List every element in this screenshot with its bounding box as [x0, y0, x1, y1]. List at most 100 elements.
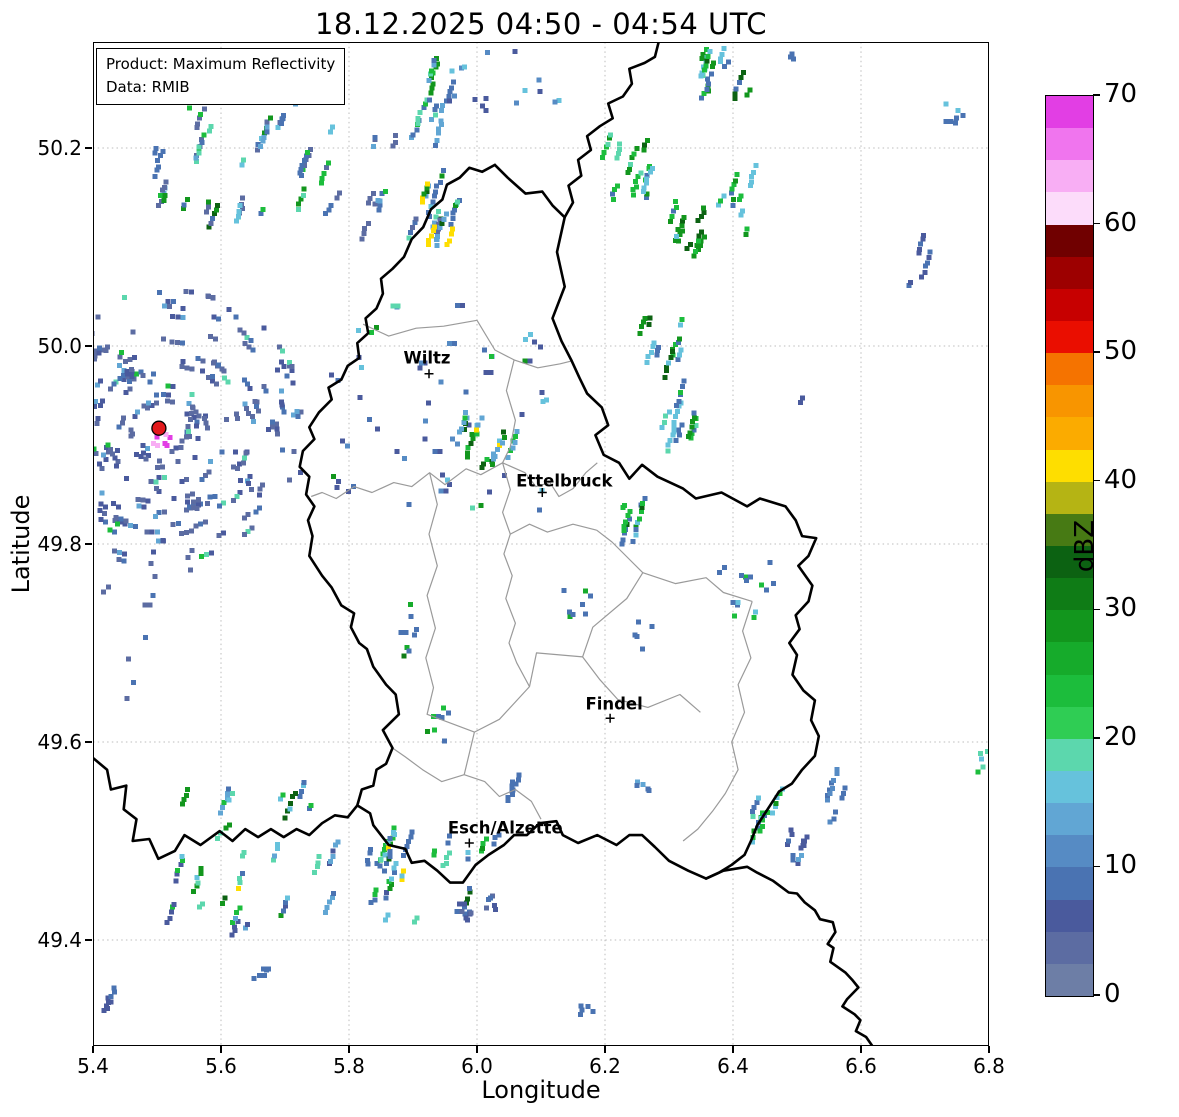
- echo-cell: [722, 63, 728, 69]
- echo-cell: [479, 848, 484, 854]
- echo-cell: [111, 381, 117, 387]
- echo-cell: [632, 632, 638, 638]
- echo-cell: [278, 399, 284, 405]
- echo-cell: [429, 68, 435, 74]
- echo-cell: [135, 496, 141, 502]
- city-marker-findel: [605, 713, 615, 723]
- echo-cell: [277, 344, 283, 350]
- echo-cell: [433, 214, 439, 220]
- echo-cell: [179, 479, 185, 484]
- colorbar-segment: [1046, 803, 1093, 836]
- echo-cell: [770, 810, 776, 816]
- echo-cell: [505, 798, 511, 804]
- echo-cell: [140, 373, 146, 379]
- echo-cell: [205, 199, 211, 205]
- echo-cell: [615, 150, 621, 156]
- echo-cell: [383, 895, 389, 901]
- echo-cell: [701, 90, 707, 96]
- echo-cell: [381, 846, 387, 852]
- echo-cell: [181, 796, 187, 802]
- echo-cell: [119, 420, 125, 426]
- echo-cell: [299, 789, 305, 795]
- echo-cell: [127, 357, 133, 362]
- echo-cell: [491, 456, 496, 462]
- y-axis-label: Latitude: [7, 494, 35, 594]
- echo-cell: [365, 858, 370, 863]
- echo-cell: [692, 415, 698, 421]
- echo-cell: [180, 315, 186, 321]
- echo-cell: [454, 909, 460, 915]
- echo-cell: [236, 461, 242, 467]
- echo-cell: [93, 399, 98, 405]
- echo-cell: [122, 294, 127, 300]
- echo-cell: [261, 134, 267, 140]
- echo-cell: [796, 856, 802, 862]
- echo-cell: [233, 915, 239, 921]
- echo-cell: [115, 504, 121, 510]
- district-border: [502, 462, 598, 498]
- echo-cell: [244, 381, 250, 387]
- echo-cell: [467, 889, 473, 895]
- echo-cell: [194, 505, 200, 511]
- echo-cell: [243, 450, 249, 456]
- echo-cell: [207, 128, 213, 134]
- echo-cell: [274, 421, 280, 427]
- echo-cell: [789, 831, 795, 837]
- echo-cell: [465, 450, 470, 456]
- echo-cell: [150, 593, 156, 599]
- echo-cell: [190, 405, 196, 411]
- echo-cell: [840, 790, 846, 796]
- echo-cell: [755, 825, 760, 831]
- echo-cell: [788, 54, 794, 60]
- echo-cell: [152, 514, 158, 519]
- echo-cell: [664, 365, 670, 370]
- echo-cell: [736, 197, 742, 202]
- echo-cell: [635, 174, 641, 180]
- y-tick: [85, 543, 92, 545]
- district-border: [464, 774, 542, 820]
- echo-cell: [250, 347, 256, 353]
- echo-cell: [428, 74, 434, 80]
- echo-cell: [289, 364, 295, 370]
- x-tick-label: 5.8: [333, 1054, 365, 1078]
- echo-cell: [605, 141, 611, 147]
- echo-cell: [489, 354, 495, 360]
- echo-cell: [194, 419, 200, 425]
- echo-cell: [383, 917, 389, 923]
- echo-cell: [193, 409, 199, 415]
- echo-cell: [367, 417, 373, 423]
- echo-cell: [469, 505, 475, 511]
- echo-cell: [644, 180, 649, 186]
- echo-cell: [696, 247, 702, 253]
- echo-cell: [677, 231, 683, 237]
- echo-cell: [468, 910, 474, 916]
- echo-cell: [415, 116, 421, 121]
- echo-cell: [748, 574, 754, 580]
- colorbar-segment: [1046, 513, 1093, 546]
- echo-cell: [212, 493, 218, 499]
- echo-cell: [752, 609, 758, 615]
- echo-cell: [242, 401, 248, 407]
- echo-cell: [203, 413, 209, 419]
- echo-cell: [293, 790, 299, 796]
- colorbar-segment: [1046, 578, 1093, 611]
- echo-cell: [233, 314, 239, 320]
- colorbar-tick: [1093, 351, 1100, 353]
- echo-cell: [331, 474, 336, 480]
- echo-cell: [280, 348, 286, 354]
- echo-cell: [204, 209, 209, 215]
- echo-cell: [155, 157, 161, 163]
- echo-cell: [194, 423, 199, 429]
- echo-cell: [103, 519, 109, 525]
- echo-cell: [185, 786, 190, 792]
- echo-cell: [635, 619, 641, 625]
- echo-cell: [99, 465, 105, 471]
- echo-cell: [790, 56, 796, 62]
- echo-cell: [753, 163, 759, 169]
- echo-cell: [644, 195, 649, 201]
- echo-cell: [467, 885, 473, 891]
- echo-cell: [93, 446, 97, 452]
- echo-cell: [671, 424, 677, 430]
- echo-cell: [440, 103, 446, 108]
- echo-cell: [281, 112, 286, 118]
